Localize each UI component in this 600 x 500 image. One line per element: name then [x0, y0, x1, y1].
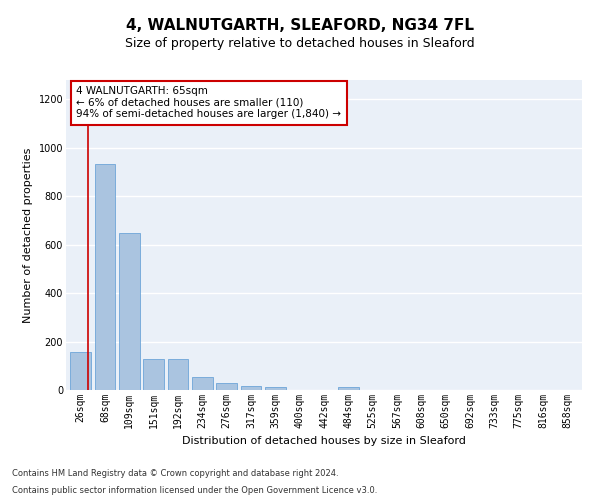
Bar	[119, 232, 140, 390]
Bar	[265, 387, 286, 390]
Bar	[95, 164, 115, 390]
X-axis label: Distribution of detached houses by size in Sleaford: Distribution of detached houses by size …	[182, 436, 466, 446]
Bar	[192, 376, 212, 390]
Bar	[216, 382, 237, 390]
Text: Contains public sector information licensed under the Open Government Licence v3: Contains public sector information licen…	[12, 486, 377, 495]
Y-axis label: Number of detached properties: Number of detached properties	[23, 148, 33, 322]
Bar	[338, 387, 359, 390]
Bar	[70, 352, 91, 390]
Text: Contains HM Land Registry data © Crown copyright and database right 2024.: Contains HM Land Registry data © Crown c…	[12, 468, 338, 477]
Bar	[241, 386, 262, 390]
Text: Size of property relative to detached houses in Sleaford: Size of property relative to detached ho…	[125, 38, 475, 51]
Bar	[143, 358, 164, 390]
Text: 4 WALNUTGARTH: 65sqm
← 6% of detached houses are smaller (110)
94% of semi-detac: 4 WALNUTGARTH: 65sqm ← 6% of detached ho…	[76, 86, 341, 120]
Text: 4, WALNUTGARTH, SLEAFORD, NG34 7FL: 4, WALNUTGARTH, SLEAFORD, NG34 7FL	[126, 18, 474, 32]
Bar	[167, 358, 188, 390]
